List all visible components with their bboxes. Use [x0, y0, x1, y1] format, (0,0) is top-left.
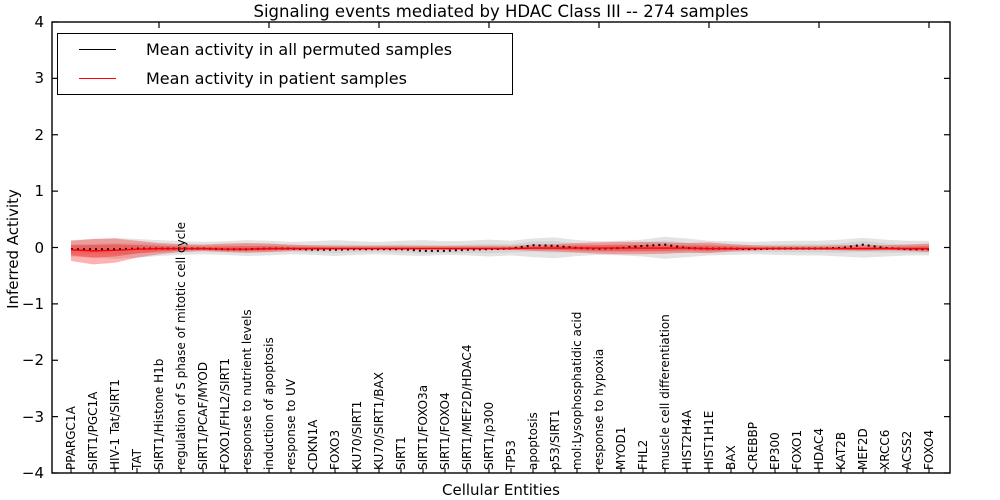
legend: Mean activity in all permuted samples Me… — [57, 33, 513, 95]
x-tick-label: HIST2H4A — [680, 409, 694, 470]
y-tick-label: −2 — [21, 351, 44, 370]
y-tick-label: 0 — [34, 238, 44, 257]
x-tick-label: EP300 — [768, 432, 782, 470]
x-tick-label: KU70/SIRT1/BAX — [372, 372, 386, 470]
x-tick-label: SIRT1/FOXO4 — [438, 392, 452, 470]
x-tick-label: response to nutrient levels — [240, 309, 254, 470]
y-tick-label: 4 — [34, 13, 44, 31]
x-tick-label: FOXO4 — [922, 429, 936, 470]
x-tick-label: muscle cell differentiation — [658, 314, 672, 470]
x-tick-label: SIRT1/FOXO3a — [416, 384, 430, 470]
legend-line-permuted-icon — [79, 49, 116, 50]
x-tick-label: MEF2D — [856, 428, 870, 470]
legend-line-patient-icon — [79, 78, 116, 79]
x-tick-label: CREBBP — [746, 422, 760, 470]
legend-label-permuted: Mean activity in all permuted samples — [146, 39, 453, 59]
permuted-band-inner — [71, 240, 929, 255]
x-tick-label: SIRT1/PGC1A — [86, 391, 100, 470]
patient-band-outer — [71, 238, 929, 265]
x-tick-label: apoptosis — [526, 412, 540, 470]
patient-mean-line — [70, 247, 929, 252]
x-tick-label: PPARGC1A — [64, 406, 78, 470]
x-tick-label: regulation of S phase of mitotic cell cy… — [174, 222, 188, 470]
x-tick-label: response to hypoxia — [592, 348, 606, 470]
x-tick-label: SIRT1/p300 — [482, 401, 496, 470]
x-tick-label: CDKN1A — [306, 419, 320, 470]
x-tick-label: response to UV — [284, 378, 298, 470]
x-tick-label: TP53 — [504, 440, 518, 470]
y-tick-label: 2 — [34, 125, 44, 144]
legend-item-permuted: Mean activity in all permuted samples — [58, 39, 512, 61]
legend-item-patient: Mean activity in patient samples — [58, 68, 512, 90]
permuted-band-outer — [71, 236, 929, 259]
y-tick-label: 3 — [34, 69, 44, 88]
x-tick-label: HIV-1 Tat/SIRT1 — [108, 379, 122, 470]
y-tick-label: 1 — [34, 182, 44, 201]
patient-band-inner — [71, 244, 929, 258]
x-tick-label: SIRT1 — [394, 436, 408, 470]
x-axis-label: Cellular Entities — [442, 481, 560, 499]
x-tick-label: ACSS2 — [900, 430, 914, 470]
x-tick-label: BAX — [724, 445, 738, 470]
x-tick-label: FOXO1/FHL2/SIRT1 — [218, 357, 232, 470]
x-tick-label: induction of apoptosis — [262, 337, 276, 470]
x-tick-label: XRCC6 — [878, 429, 892, 470]
y-tick-label: −4 — [21, 464, 44, 482]
x-tick-label: p53/SIRT1 — [548, 409, 562, 470]
x-tick-label: FOXO1 — [790, 429, 804, 470]
chart-title: Signaling events mediated by HDAC Class … — [253, 2, 749, 21]
x-tick-label: KU70/SIRT1 — [350, 400, 364, 470]
x-tick-label: FHL2 — [636, 439, 650, 470]
x-tick-label: HDAC4 — [812, 427, 826, 470]
x-tick-label: SIRT1/MEF2D/HDAC4 — [460, 344, 474, 470]
x-tick-label: SIRT1/PCAF/MYOD — [196, 361, 210, 470]
x-tick-label: KAT2B — [834, 431, 848, 470]
y-tick-label: −3 — [21, 407, 44, 426]
x-tick-label: TAT — [130, 448, 144, 470]
x-tick-label: MYOD1 — [614, 426, 628, 470]
x-tick-label: FOXO3 — [328, 429, 342, 470]
legend-label-patient: Mean activity in patient samples — [146, 68, 407, 88]
x-tick-label: SIRT1/Histone H1b — [152, 358, 166, 470]
x-tick-label: HIST1H1E — [702, 410, 716, 470]
x-tick-label: mol:Lysophosphatidic acid — [570, 311, 584, 470]
y-tick-label: −1 — [21, 294, 44, 313]
